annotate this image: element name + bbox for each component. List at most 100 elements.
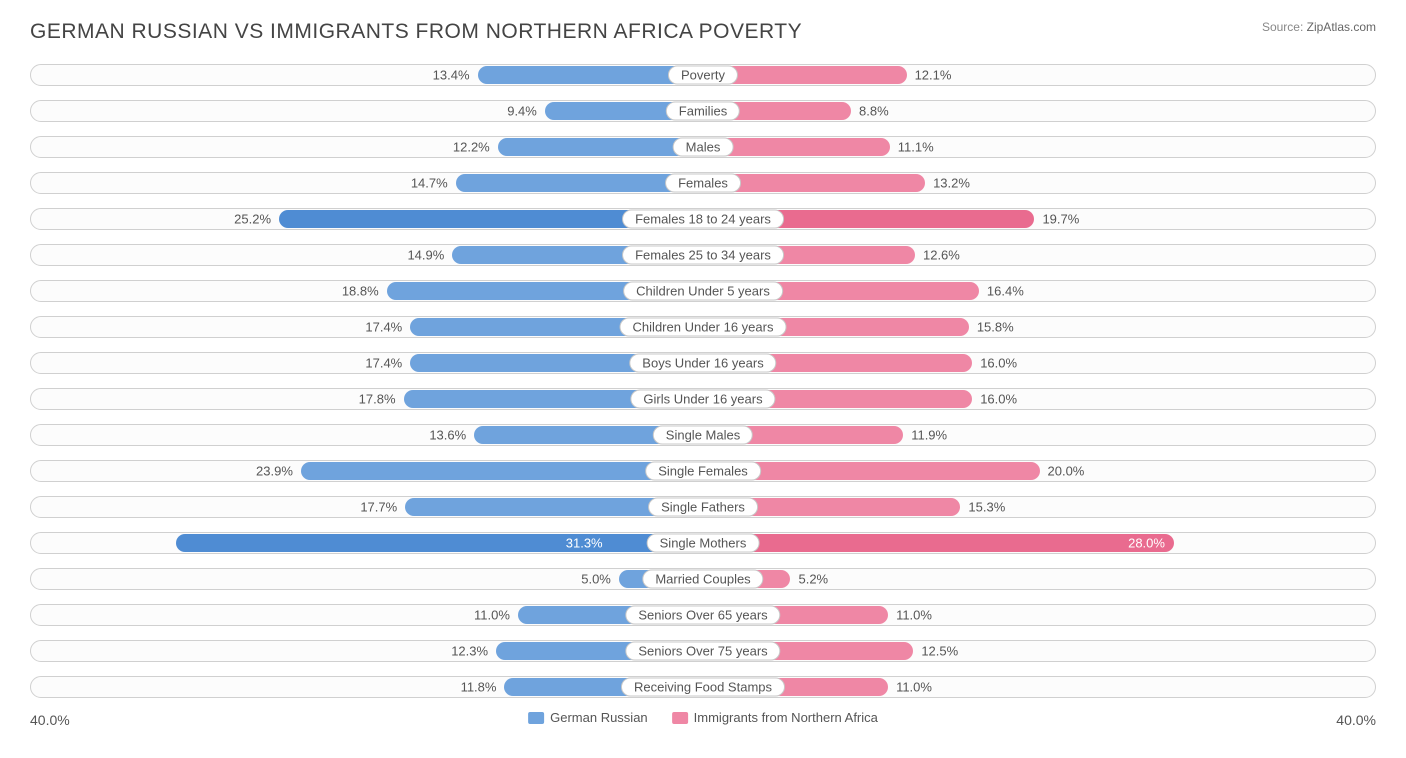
category-pill: Males	[673, 138, 734, 157]
category-pill: Children Under 5 years	[623, 282, 783, 301]
category-pill: Married Couples	[642, 570, 763, 589]
row-left-half: 18.8%	[30, 276, 703, 306]
row-right-half: 11.1%	[703, 132, 1376, 162]
value-label-right: 15.8%	[969, 320, 1014, 335]
value-label-left: 9.4%	[507, 104, 545, 119]
source-name: ZipAtlas.com	[1307, 20, 1376, 34]
header: GERMAN RUSSIAN VS IMMIGRANTS FROM NORTHE…	[30, 20, 1376, 44]
row-left-half: 13.4%	[30, 60, 703, 90]
value-label-right: 16.4%	[979, 284, 1024, 299]
row-left-half: 17.4%	[30, 348, 703, 378]
source-credit: Source: ZipAtlas.com	[1262, 20, 1376, 34]
row-right-half: 16.4%	[703, 276, 1376, 306]
value-label-left: 13.4%	[433, 68, 478, 83]
row-left-half: 17.7%	[30, 492, 703, 522]
chart-row: 11.0%11.0%Seniors Over 65 years	[30, 600, 1376, 630]
value-label-right: 11.0%	[888, 680, 932, 695]
row-right-half: 8.8%	[703, 96, 1376, 126]
row-right-half: 16.0%	[703, 348, 1376, 378]
row-left-half: 5.0%	[30, 564, 703, 594]
legend-item-left: German Russian	[528, 710, 648, 725]
value-label-right: 16.0%	[972, 356, 1017, 371]
value-label-left: 18.8%	[342, 284, 387, 299]
category-pill: Boys Under 16 years	[629, 354, 776, 373]
row-right-half: 16.0%	[703, 384, 1376, 414]
row-right-half: 19.7%	[703, 204, 1376, 234]
row-right-half: 20.0%	[703, 456, 1376, 486]
value-label-left: 25.2%	[234, 212, 279, 227]
value-label-left: 11.0%	[474, 608, 518, 623]
row-left-half: 9.4%	[30, 96, 703, 126]
axis-max-right: 40.0%	[1336, 712, 1376, 728]
row-left-half: 14.7%	[30, 168, 703, 198]
chart-row: 17.8% 16.0% Girls Under 16 years	[30, 384, 1376, 414]
chart-row: 17.7% 15.3% Single Fathers	[30, 492, 1376, 522]
row-left-half: 23.9%	[30, 456, 703, 486]
category-pill: Females 25 to 34 years	[622, 246, 784, 265]
category-pill: Single Mothers	[647, 534, 760, 553]
chart-row: 12.3% 12.5% Seniors Over 75 years	[30, 636, 1376, 666]
bar-right	[703, 534, 1174, 552]
category-pill: Females 18 to 24 years	[622, 210, 784, 229]
row-right-half: 15.3%	[703, 492, 1376, 522]
value-label-right: 16.0%	[972, 392, 1017, 407]
row-left-half: 14.9%	[30, 240, 703, 270]
value-label-right: 12.5%	[913, 644, 958, 659]
value-label-left: 13.6%	[429, 428, 474, 443]
row-left-half: 12.2%	[30, 132, 703, 162]
source-prefix: Source:	[1262, 20, 1307, 34]
chart-row: 17.4% 16.0% Boys Under 16 years	[30, 348, 1376, 378]
row-left-half: 25.2%	[30, 204, 703, 234]
value-label-right: 15.3%	[960, 500, 1005, 515]
row-right-half: 12.5%	[703, 636, 1376, 666]
chart-row: 5.0% 5.2% Married Couples	[30, 564, 1376, 594]
value-label-left: 12.2%	[453, 140, 498, 155]
value-label-left: 17.4%	[365, 320, 410, 335]
value-label-right: 8.8%	[851, 104, 889, 119]
chart-row: 23.9%20.0%Single Females	[30, 456, 1376, 486]
row-right-half: 11.9%	[703, 420, 1376, 450]
category-pill: Females	[665, 174, 741, 193]
value-label-right: 11.0%	[888, 608, 932, 623]
row-left-half: 31.3%	[30, 528, 703, 558]
row-left-half: 13.6%	[30, 420, 703, 450]
chart-row: 18.8% 16.4% Children Under 5 years	[30, 276, 1376, 306]
bar-left	[301, 462, 703, 480]
chart-row: 13.4% 12.1% Poverty	[30, 60, 1376, 90]
category-pill: Single Fathers	[648, 498, 758, 517]
legend-swatch-right	[672, 712, 688, 724]
row-right-half: 12.6%	[703, 240, 1376, 270]
chart-row: 14.9% 12.6%Females 25 to 34 years	[30, 240, 1376, 270]
row-left-half: 12.3%	[30, 636, 703, 666]
value-label-left: 14.9%	[407, 248, 452, 263]
chart-area: 13.4%12.1%Poverty9.4%8.8%Families12.2%11…	[30, 60, 1376, 702]
category-pill: Girls Under 16 years	[630, 390, 775, 409]
value-label-left: 14.7%	[411, 176, 456, 191]
row-right-half: 11.0%	[703, 600, 1376, 630]
legend: German Russian Immigrants from Northern …	[528, 710, 878, 725]
value-label-right: 12.1%	[907, 68, 952, 83]
chart-row: 9.4%8.8%Families	[30, 96, 1376, 126]
value-label-left: 11.8%	[461, 680, 505, 695]
value-label-left: 23.9%	[256, 464, 301, 479]
value-label-left: 5.0%	[581, 572, 619, 587]
chart-row: 14.7%13.2%Females	[30, 168, 1376, 198]
value-label-right: 28.0%	[1120, 536, 1173, 551]
value-label-left: 31.3%	[558, 536, 611, 551]
chart-row: 11.8% 11.0% Receiving Food Stamps	[30, 672, 1376, 702]
row-left-half: 17.8%	[30, 384, 703, 414]
category-pill: Receiving Food Stamps	[621, 678, 785, 697]
value-label-right: 19.7%	[1034, 212, 1079, 227]
legend-swatch-left	[528, 712, 544, 724]
axis-max-left: 40.0%	[30, 712, 70, 728]
value-label-right: 5.2%	[790, 572, 828, 587]
category-pill: Single Males	[653, 426, 753, 445]
category-pill: Seniors Over 75 years	[625, 642, 780, 661]
chart-row: 31.3% 28.0% Single Mothers	[30, 528, 1376, 558]
chart-title: GERMAN RUSSIAN VS IMMIGRANTS FROM NORTHE…	[30, 20, 802, 44]
chart-footer: 40.0% German Russian Immigrants from Nor…	[30, 708, 1376, 736]
row-left-half: 11.0%	[30, 600, 703, 630]
value-label-right: 11.9%	[903, 428, 947, 443]
row-right-half: 12.1%	[703, 60, 1376, 90]
category-pill: Poverty	[668, 66, 738, 85]
